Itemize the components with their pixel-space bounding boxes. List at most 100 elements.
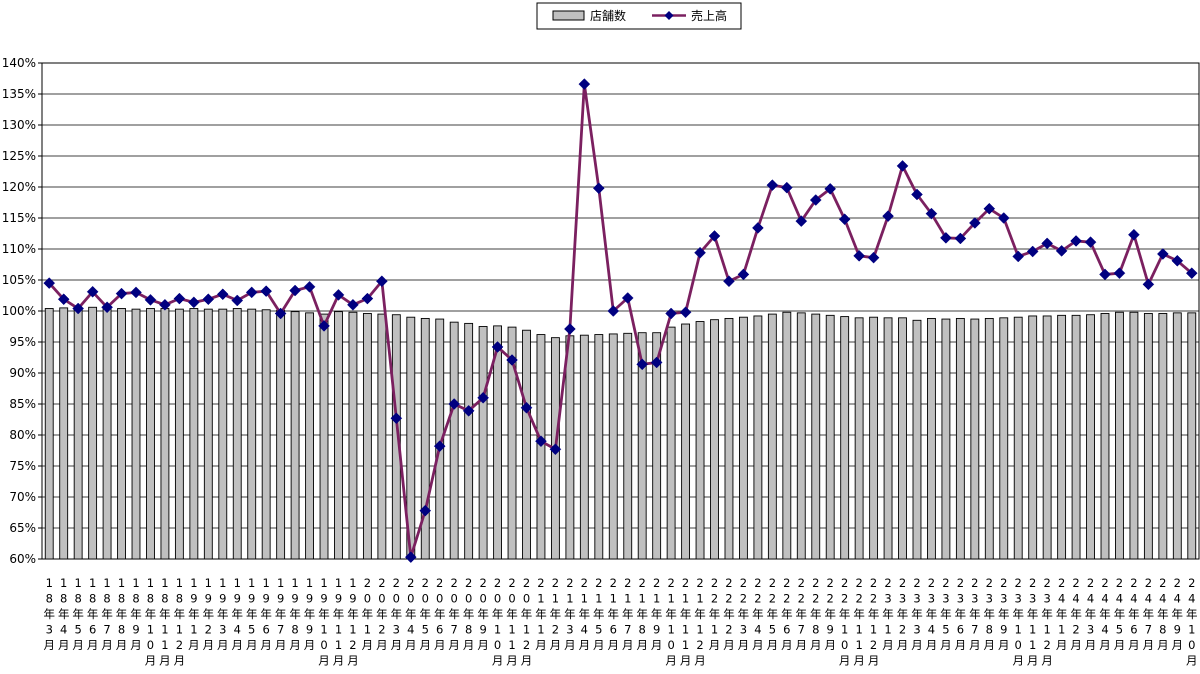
sales-marker (419, 504, 432, 517)
sales-marker (173, 292, 186, 305)
sales-marker (954, 232, 967, 245)
legend-bar-swatch (552, 10, 585, 21)
sales-marker (795, 215, 808, 227)
sales-marker (925, 207, 938, 220)
bar (189, 308, 199, 560)
bar (261, 309, 271, 560)
sales-marker (433, 440, 446, 453)
bar (1013, 316, 1023, 560)
sales-marker (303, 280, 316, 293)
sales-marker (838, 213, 851, 226)
sales-marker (86, 285, 99, 298)
bar (247, 308, 257, 560)
bar (493, 325, 502, 560)
sales-marker (462, 404, 475, 417)
bar (478, 326, 488, 560)
bar (348, 311, 358, 560)
sales-marker (549, 443, 562, 456)
bar (131, 308, 141, 560)
bar (565, 335, 575, 560)
sales-marker (940, 231, 952, 244)
sales-marker (723, 275, 735, 288)
y-tick-label: 105% (2, 273, 36, 287)
sales-marker (318, 320, 330, 332)
bar (464, 322, 474, 560)
sales-marker (809, 194, 822, 206)
sales-marker (274, 307, 287, 320)
bar (984, 317, 994, 560)
sales-marker (202, 293, 215, 306)
y-tick-label: 140% (2, 56, 36, 70)
sales-marker (245, 286, 258, 299)
bar (608, 333, 618, 560)
sales-marker (260, 285, 273, 298)
sales-marker (376, 275, 388, 288)
sales-marker (1055, 245, 1068, 257)
sales-marker (289, 284, 301, 297)
bar (203, 308, 213, 560)
bar (999, 317, 1009, 560)
bar (435, 318, 445, 560)
bar (825, 314, 835, 560)
bar (666, 326, 676, 560)
sales-marker (1099, 268, 1111, 281)
sales-marker (1142, 278, 1155, 291)
bar (1158, 313, 1168, 560)
sales-marker (766, 179, 779, 191)
y-tick-label: 75% (9, 459, 36, 473)
sales-marker (983, 202, 996, 215)
bar (869, 316, 879, 560)
sales-marker (911, 188, 923, 201)
y-tick-label: 65% (9, 521, 36, 535)
bar (1028, 315, 1038, 560)
bar (623, 332, 633, 560)
bar (652, 332, 662, 560)
bar (970, 318, 980, 560)
bar (681, 323, 691, 560)
bar (955, 317, 965, 560)
sales-marker (694, 246, 706, 259)
y-tick-label: 135% (2, 87, 36, 101)
sales-marker (896, 160, 909, 172)
sales-marker (390, 412, 403, 425)
sales-marker (636, 358, 649, 371)
bar (117, 308, 126, 560)
sales-marker (361, 292, 374, 305)
bar (811, 313, 821, 560)
y-tick-label: 110% (2, 242, 36, 256)
sales-marker (882, 210, 894, 222)
sales-marker (997, 212, 1010, 224)
sales-marker (1026, 245, 1039, 258)
sales-marker (115, 287, 128, 300)
